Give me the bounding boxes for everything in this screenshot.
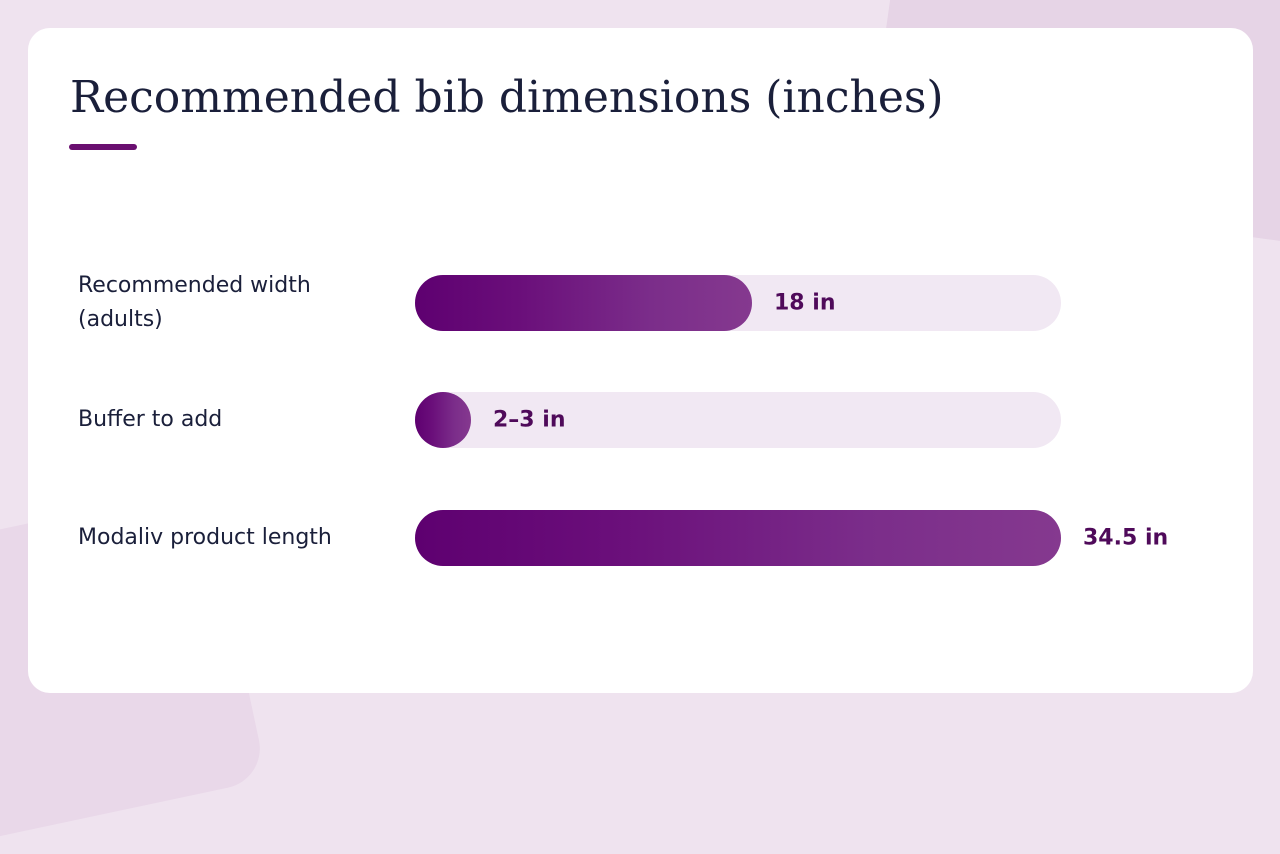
bar-row: Recommended width (adults) 18 in — [28, 273, 1253, 332]
bar — [415, 392, 471, 448]
bar — [415, 510, 1061, 566]
chart-card: Recommended bib dimensions (inches) Reco… — [28, 28, 1253, 693]
bar-track — [415, 275, 1061, 331]
bar-label: Recommended width (adults) — [78, 273, 311, 332]
title-underline — [69, 144, 137, 150]
bar-value-label: 34.5 in — [1083, 525, 1169, 551]
chart-title: Recommended bib dimensions (inches) — [70, 72, 944, 123]
bar — [415, 275, 752, 331]
bar-label: Buffer to add — [78, 407, 223, 432]
bar-row: Modaliv product length 34.5 in — [28, 510, 1253, 566]
bar-value-label: 2–3 in — [493, 407, 566, 433]
bar-row: Buffer to add 2–3 in — [28, 392, 1253, 448]
bar-track — [415, 392, 1061, 448]
bar-value-label: 18 in — [774, 290, 836, 316]
bar-track — [415, 510, 1061, 566]
bar-label: Modaliv product length — [78, 525, 332, 550]
